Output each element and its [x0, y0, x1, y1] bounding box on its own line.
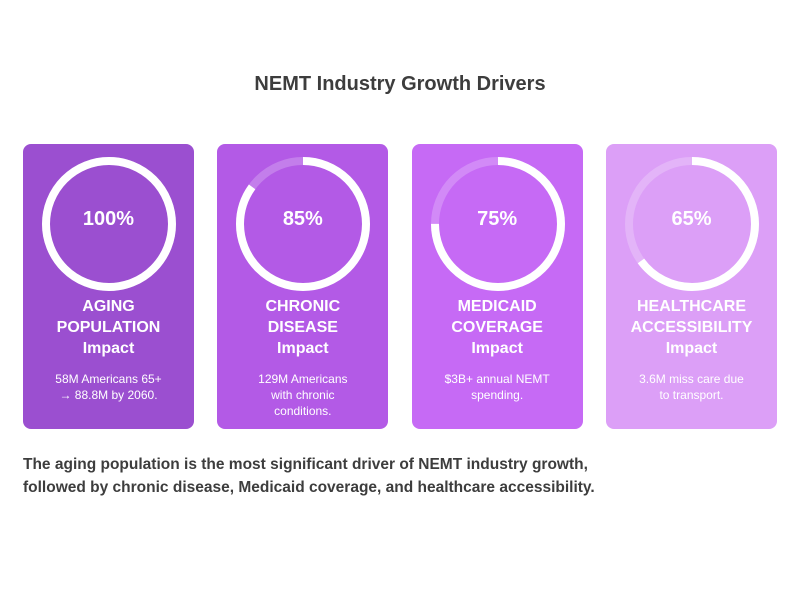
driver-description: 3.6M miss care due to transport.	[606, 371, 777, 403]
driver-cards: 100% AGING POPULATION Impact 58M America…	[23, 144, 777, 429]
description-line: 58M Americans 65+	[55, 372, 162, 386]
ring-value-arc	[624, 157, 759, 291]
summary-line: followed by chronic disease, Medicaid co…	[23, 479, 595, 496]
driver-label-line: MEDICAID	[457, 298, 537, 315]
description-line: 129M Americans	[258, 372, 348, 386]
driver-label-line: Impact	[277, 340, 329, 357]
ring-value-arc	[42, 157, 176, 291]
summary-text: The aging population is the most signifi…	[23, 453, 783, 499]
driver-label-line: POPULATION	[56, 319, 161, 336]
driver-label-line: ACCESSIBILITY	[630, 319, 753, 336]
driver-card-aging: 100% AGING POPULATION Impact 58M America…	[23, 144, 194, 429]
driver-label-line: Impact	[471, 340, 523, 357]
ring-value-arc	[236, 157, 371, 291]
driver-label-line: HEALTHCARE	[636, 298, 746, 315]
description-line: 3.6M miss care due	[639, 372, 744, 386]
percent-value: 65%	[671, 208, 712, 230]
driver-card-medicaid: 75% MEDICAID COVERAGE Impact $3B+ annual…	[411, 144, 583, 429]
driver-label: CHRONIC DISEASE Impact	[217, 296, 388, 359]
percent-value: 100%	[82, 208, 135, 230]
driver-description: 58M Americans 65+ → 88.8M by 2060.	[23, 371, 194, 403]
driver-description: 129M Americans with chronic conditions.	[217, 371, 388, 419]
driver-label-line: CHRONIC	[265, 298, 341, 315]
description-line: conditions.	[274, 404, 332, 418]
driver-label-line: COVERAGE	[451, 319, 543, 336]
driver-card-chronic: 85% CHRONIC DISEASE Impact 129M American…	[217, 144, 389, 429]
driver-description: $3B+ annual NEMT spending.	[412, 371, 583, 403]
driver-label: HEALTHCARE ACCESSIBILITY Impact	[606, 296, 777, 359]
summary-line: The aging population is the most signifi…	[23, 456, 588, 473]
percent-value: 75%	[477, 208, 518, 230]
chart-title: NEMT Industry Growth Drivers	[254, 73, 546, 95]
driver-label-line: AGING	[82, 298, 135, 315]
driver-label-line: DISEASE	[267, 319, 338, 336]
description-line: spending.	[471, 388, 524, 402]
description-line: → 88.8M by 2060.	[59, 388, 158, 402]
ring-value-arc	[430, 157, 565, 291]
driver-label: MEDICAID COVERAGE Impact	[412, 296, 583, 359]
description-line: to transport.	[659, 388, 724, 402]
driver-label-line: Impact	[665, 340, 718, 357]
description-line: $3B+ annual NEMT	[444, 372, 550, 386]
driver-card-healthcare: 65% HEALTHCARE ACCESSIBILITY Impact 3.6M…	[605, 144, 777, 429]
progress-ring-medicaid	[430, 157, 565, 291]
progress-ring-aging	[42, 157, 176, 291]
progress-ring-chronic	[236, 157, 371, 291]
progress-ring-healthcare	[624, 157, 759, 291]
description-line: with chronic	[271, 388, 335, 402]
driver-label-line: Impact	[82, 340, 135, 357]
percent-value: 85%	[282, 208, 323, 230]
driver-label: AGING POPULATION Impact	[23, 296, 194, 359]
